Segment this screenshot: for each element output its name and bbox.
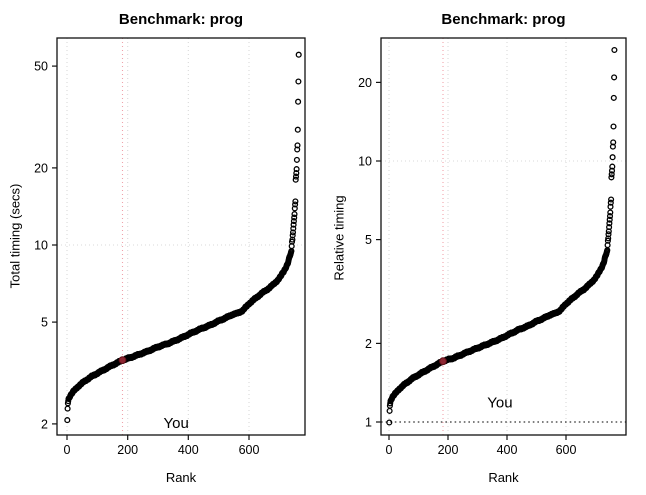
y-tick-label: 20	[34, 161, 48, 175]
timing-points	[386, 46, 618, 426]
you-annotation: You	[487, 394, 512, 411]
y-tick-label: 10	[358, 155, 372, 169]
x-tick-label: 0	[64, 443, 71, 457]
y-axis-label-left: Total timing (secs)	[7, 183, 23, 289]
x-axis-label-left: Rank	[165, 470, 197, 485]
x-tick-label: 0	[386, 443, 393, 457]
x-tick-label: 600	[556, 443, 577, 457]
y-tick-label: 10	[34, 239, 48, 253]
y-tick-label: 5	[365, 233, 372, 247]
x-axis-label-right: Rank	[488, 470, 519, 485]
y-tick-label: 2	[365, 337, 372, 351]
y-tick-label: 1	[365, 416, 372, 430]
y-tick-label: 20	[358, 76, 372, 90]
you-point	[118, 356, 127, 365]
plot-box	[56, 37, 306, 436]
chart-title-left: Benchmark: prog	[118, 11, 244, 28]
you-point	[439, 357, 447, 366]
x-tick-label: 600	[239, 443, 260, 457]
chart-title-right: Benchmark: prog	[441, 11, 566, 28]
y-tick-label: 5	[41, 316, 48, 330]
you-annotation: You	[164, 415, 189, 432]
y-axis-label-right: Relative timing	[331, 195, 347, 281]
x-tick-label: 400	[497, 443, 518, 457]
x-tick-label: 200	[117, 443, 138, 457]
y-tick-label: 50	[34, 60, 48, 74]
plot-box	[380, 37, 627, 436]
y-tick-label: 2	[41, 417, 48, 431]
timing-points	[64, 51, 302, 424]
x-tick-label: 400	[178, 443, 199, 457]
x-tick-label: 200	[438, 443, 459, 457]
